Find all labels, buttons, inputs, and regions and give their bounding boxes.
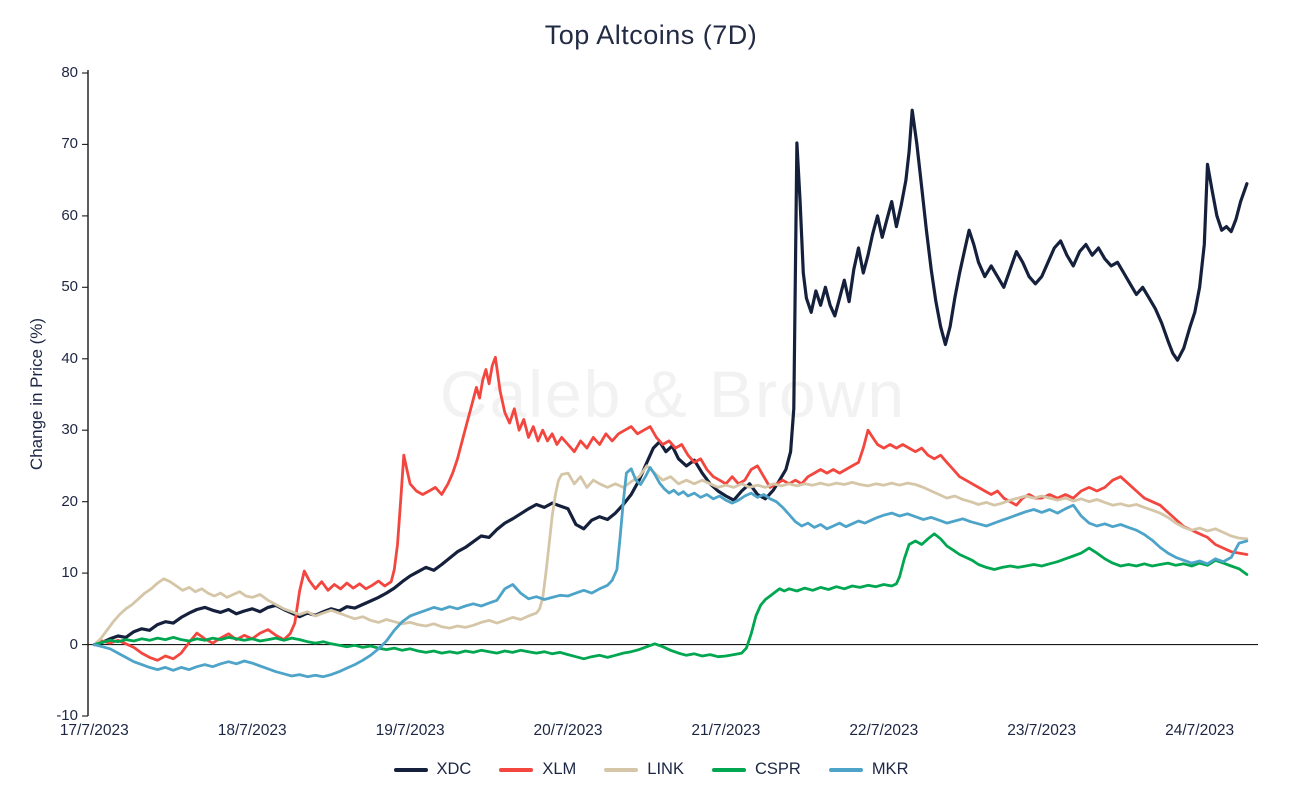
x-tick-label: 21/7/2023 [691,722,761,739]
y-tick-label: 80 [61,64,78,81]
legend-item-xlm: XLM [499,760,576,779]
x-tick-label: 18/7/2023 [217,722,287,739]
series-line-xlm [92,355,1249,662]
y-tick-label: -10 [56,707,78,724]
x-tick-label: 20/7/2023 [533,722,603,739]
legend-label: CSPR [754,760,801,778]
series-line-cspr [92,532,1249,661]
y-tick-label: 30 [61,421,78,439]
legend-swatch-mkr [828,767,863,772]
y-tick-label: 40 [61,349,78,367]
x-tick-label: 24/7/2023 [1165,722,1235,739]
legend-swatch-xlm [499,767,534,772]
legend-swatch-link [604,767,639,772]
series-line-link [92,464,1249,646]
legend: XDC XLM LINK CSPR MKR [0,760,1302,779]
y-axis-title: Change in Price (%) [27,317,46,471]
legend-item-xdc: XDC [393,760,472,779]
legend-item-link: LINK [604,760,684,779]
x-tick-label: 17/7/2023 [59,722,129,739]
chart-title: Top Altcoins (7D) [544,20,758,50]
y-tick-label: 20 [61,492,78,510]
legend-item-cspr: CSPR [711,760,801,779]
y-tick-label: 70 [61,135,78,153]
y-tick-label: 0 [69,635,78,653]
x-tick-label: 22/7/2023 [849,722,919,739]
x-tick-label: 19/7/2023 [375,722,445,739]
legend-label: LINK [647,760,684,778]
legend-swatch-cspr [711,767,746,772]
series-line-xdc [92,108,1249,647]
legend-item-mkr: MKR [828,760,909,779]
legend-label: MKR [871,760,909,778]
y-tick-label: 10 [61,564,78,582]
series-line-mkr [92,465,1249,679]
legend-label: XLM [542,760,577,778]
legend-label: XDC [436,760,472,778]
x-tick-label: 23/7/2023 [1007,722,1077,739]
legend-swatch-xdc [393,767,428,772]
y-tick-label: 50 [61,278,78,296]
y-tick-label: 60 [61,206,78,224]
